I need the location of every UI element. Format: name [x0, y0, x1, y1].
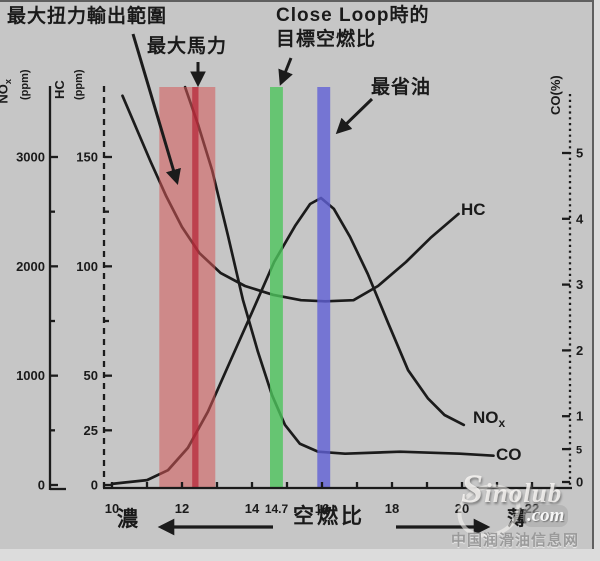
economy-line [317, 87, 331, 488]
x-axis-title: 空燃比 [293, 505, 365, 528]
x-tick-label: 10 [105, 501, 119, 516]
annotation-max-torque-range: 最大扭力輸出範圍 [7, 6, 168, 27]
co-tick-label: 5 [576, 445, 582, 457]
nox-tick-label: 3000 [16, 150, 45, 165]
co-tick-label: 4 [576, 211, 584, 226]
annotation-close-loop-target: Close Loop時的 目標空燃比 [276, 5, 430, 50]
co-curve [183, 85, 495, 458]
rich-label: 濃 [117, 508, 139, 531]
x-tick-label: 14 [245, 501, 260, 516]
nox-curve-label: NOx [473, 408, 506, 430]
nox-axis-title: NOx [0, 79, 13, 104]
hc-axis-title: HC [52, 80, 67, 99]
lean-label: 薄 [507, 508, 528, 530]
co-tick-label: 0 [576, 475, 583, 490]
nox-axis-unit: (ppm) [19, 69, 31, 100]
co-axis-title: CO(%) [548, 75, 563, 115]
hc-tick-label: 150 [76, 150, 98, 165]
arrow-max-torque [131, 33, 181, 185]
co-curve-label: CO [496, 445, 522, 464]
arrow-close-loop [278, 57, 293, 86]
co-tick-label: 3 [576, 277, 583, 292]
hc-tick-label: 0 [91, 478, 98, 493]
annotation-best-economy: 最省油 [371, 77, 432, 98]
nox-tick-label: 1000 [16, 368, 45, 383]
co-tick-label: 5 [576, 146, 583, 161]
x-tick-label: 14.7 [265, 502, 289, 516]
x-tick-label: 12 [175, 501, 189, 516]
x-tick-label: 18 [385, 501, 399, 516]
afr-bands [159, 87, 331, 488]
hc-tick-label: 50 [84, 368, 98, 383]
hc-axis-unit: (ppm) [73, 69, 85, 100]
chart-background [0, 0, 594, 549]
nox-tick-label: 0 [38, 478, 45, 493]
arrow-best-economy [335, 97, 374, 135]
curve-labels: NOx HC CO [461, 200, 522, 464]
x-tick-label: 20 [455, 501, 469, 516]
tick-labels: 10 12 14 14.7 16 18 20 223000200010000150100502… [16, 146, 584, 517]
hc-tick-label: 25 [84, 423, 98, 438]
close-loop-line [270, 87, 283, 488]
annotation-max-power: 最大馬力 [147, 36, 228, 57]
annotation-arrows [131, 33, 491, 536]
co-tick-label: 1 [576, 409, 583, 424]
hc-curve [121, 94, 460, 303]
axes [48, 86, 572, 491]
co-tick-label: 2 [576, 343, 583, 358]
x-tick-label: 16 [315, 501, 329, 516]
nox-tick-label: 2000 [16, 259, 45, 274]
max-power-line [192, 87, 199, 488]
hc-curve-label: HC [461, 200, 486, 219]
hc-tick-label: 100 [76, 259, 98, 274]
